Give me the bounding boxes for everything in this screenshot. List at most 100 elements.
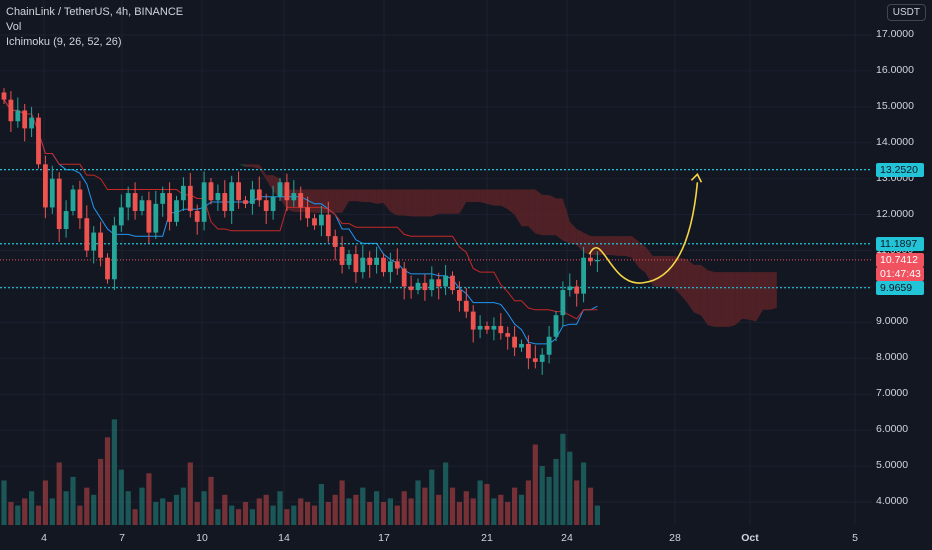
level-lines (0, 169, 872, 289)
candle-body (298, 193, 304, 208)
volume-bar (35, 505, 42, 525)
volume-bar (215, 509, 221, 525)
candle-body (70, 189, 76, 212)
volume-bar (512, 487, 518, 525)
candle-body (498, 325, 504, 334)
candle-body (450, 275, 455, 291)
candle-body (15, 110, 21, 122)
cloud-segment (431, 189, 439, 217)
cloud-segment (245, 164, 253, 168)
cloud-segment (618, 236, 625, 256)
time-tick-label: 4 (41, 532, 47, 544)
candle-body (22, 110, 28, 129)
volume-bar (374, 491, 380, 525)
cloud-segment (659, 255, 667, 288)
candles (1, 88, 600, 375)
cloud-segment (549, 194, 556, 236)
cloud-segment (638, 241, 646, 273)
volume-bar (567, 451, 573, 525)
candle-countdown-tag: 01:47:43 (876, 266, 924, 281)
volume-bar (422, 487, 428, 525)
candle-body (532, 358, 538, 362)
candle-body (374, 257, 379, 265)
candle-body (381, 257, 386, 273)
volume-bar (167, 502, 173, 525)
volume-bar (298, 498, 304, 525)
volume-bar (29, 491, 35, 525)
volume-bar (539, 466, 545, 525)
cloud-segment (562, 198, 570, 244)
volume-bar (525, 480, 531, 525)
cloud-segment (652, 255, 660, 288)
candle-body (526, 343, 531, 359)
volume-bar (270, 505, 276, 525)
volume-bar (194, 502, 200, 525)
cloud-segment (714, 272, 722, 327)
candle-body (174, 200, 179, 222)
candle-body (29, 117, 34, 129)
volume-bar (8, 502, 14, 525)
cloud-segment (321, 189, 329, 213)
volume-bar (429, 469, 435, 525)
volume-bar (49, 498, 55, 525)
volume-bar (229, 505, 235, 525)
price-tick-label: 8.0000 (876, 351, 909, 364)
candle-body (477, 325, 483, 330)
candle-body (243, 200, 248, 204)
candle-body (457, 290, 462, 301)
volume-bar (77, 505, 83, 525)
volume-indicator-label[interactable]: Vol (6, 21, 22, 33)
price-tick-label: 14.0000 (876, 135, 914, 148)
candle-body (408, 286, 414, 291)
volume-bar (581, 462, 587, 525)
volume-bar (104, 437, 111, 525)
candle-body (346, 254, 352, 265)
volume-bar (332, 494, 338, 525)
ichimoku-indicator-label[interactable]: Ichimoku (9, 26, 52, 26) (6, 36, 122, 48)
volume-bar (311, 505, 318, 525)
volume-bar (187, 462, 193, 525)
volume-bar (443, 462, 449, 525)
tenkan-line (3, 99, 598, 345)
level-price-tag: 9.9659 (876, 280, 924, 295)
volume-bar (470, 498, 476, 525)
time-tick-label: Oct (741, 532, 759, 544)
volume-bar (339, 480, 345, 525)
volume-bar (305, 502, 311, 525)
candle-body (505, 333, 511, 337)
price-tick-label: 7.0000 (876, 387, 909, 400)
volume-bar (125, 491, 131, 525)
candle-body (519, 343, 524, 348)
candle-body (167, 193, 172, 222)
time-tick-label: 21 (481, 532, 493, 544)
level-price-tag: 13.2520 (876, 162, 924, 177)
candle-body (77, 189, 83, 219)
volume-bar (456, 502, 462, 525)
candle-body (436, 279, 442, 287)
cloud-segment (445, 189, 453, 214)
candle-body (470, 311, 476, 330)
cloud-segment (535, 189, 543, 236)
volume-bar (498, 494, 504, 525)
candle-body (422, 282, 428, 291)
cloud-segment (397, 189, 405, 216)
currency-badge[interactable]: USDT (886, 4, 926, 21)
projection-arrow-head (690, 172, 703, 183)
candle-body (560, 290, 566, 316)
volume-bar (208, 476, 214, 525)
cloud-segment (418, 189, 425, 217)
cloud-segment (673, 255, 681, 295)
volume-bar (236, 509, 242, 525)
symbol-title[interactable]: ChainLink / TetherUS, 4h, BINANCE (6, 6, 184, 18)
candle-body (305, 207, 310, 219)
cloud-segment (631, 236, 639, 268)
volume-bar (111, 419, 117, 525)
candle-body (319, 214, 324, 226)
time-tick-label: 17 (378, 532, 390, 544)
cloud-segment (466, 189, 474, 203)
candle-body (401, 268, 407, 287)
cloud-segment (728, 272, 736, 327)
cloud-segment (452, 189, 460, 214)
candle-body (160, 193, 166, 204)
